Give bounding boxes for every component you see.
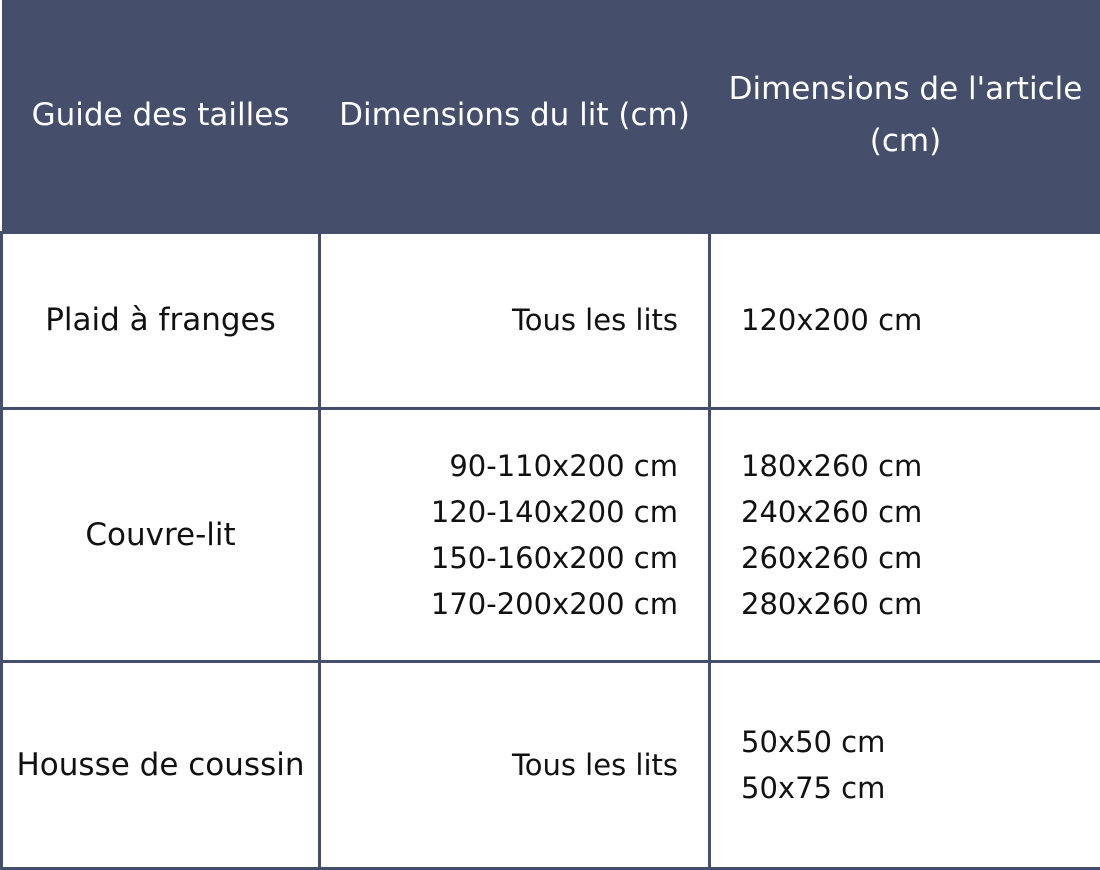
product-name: Housse de coussin bbox=[0, 659, 321, 870]
bed-dimensions: Tous les lits bbox=[318, 659, 711, 870]
header-size-guide: Guide des tailles bbox=[1, 0, 320, 232]
header-bed-dimensions: Dimensions du lit (cm) bbox=[319, 0, 710, 232]
item-dimensions: 180x260 cm 240x260 cm 260x260 cm 280x260… bbox=[708, 406, 1100, 663]
bed-size: 170-200x200 cm bbox=[430, 586, 678, 621]
item-size: 280x260 cm bbox=[741, 586, 923, 621]
item-size: 260x260 cm bbox=[741, 540, 923, 575]
bed-size: 120-140x200 cm bbox=[430, 494, 678, 529]
table-row: Couvre-lit 90-110x200 cm 120-140x200 cm … bbox=[0, 406, 1100, 663]
item-dimensions: 120x200 cm bbox=[708, 230, 1100, 410]
bed-size: 150-160x200 cm bbox=[430, 540, 678, 575]
item-dimensions: 50x50 cm 50x75 cm bbox=[708, 659, 1100, 870]
item-size: 120x200 cm bbox=[741, 303, 923, 337]
item-size: 50x75 cm bbox=[741, 770, 886, 805]
header-row: Guide des tailles Dimensions du lit (cm)… bbox=[1, 0, 1100, 232]
bed-dimensions: 90-110x200 cm 120-140x200 cm 150-160x200… bbox=[318, 406, 711, 663]
item-size: 50x50 cm bbox=[741, 724, 886, 759]
bed-dimensions: Tous les lits bbox=[318, 230, 711, 410]
table-row: Housse de coussin Tous les lits 50x50 cm… bbox=[0, 659, 1100, 870]
table-row: Plaid à franges Tous les lits 120x200 cm bbox=[0, 230, 1100, 410]
bed-size: 90-110x200 cm bbox=[449, 448, 678, 483]
product-name: Couvre-lit bbox=[0, 406, 321, 663]
product-name: Plaid à franges bbox=[0, 230, 321, 410]
header-item-dimensions: Dimensions de l'article (cm) bbox=[709, 0, 1100, 232]
bed-size: Tous les lits bbox=[511, 747, 678, 782]
item-size: 240x260 cm bbox=[741, 494, 923, 529]
item-size: 180x260 cm bbox=[741, 448, 923, 483]
bed-size: Tous les lits bbox=[511, 303, 678, 337]
